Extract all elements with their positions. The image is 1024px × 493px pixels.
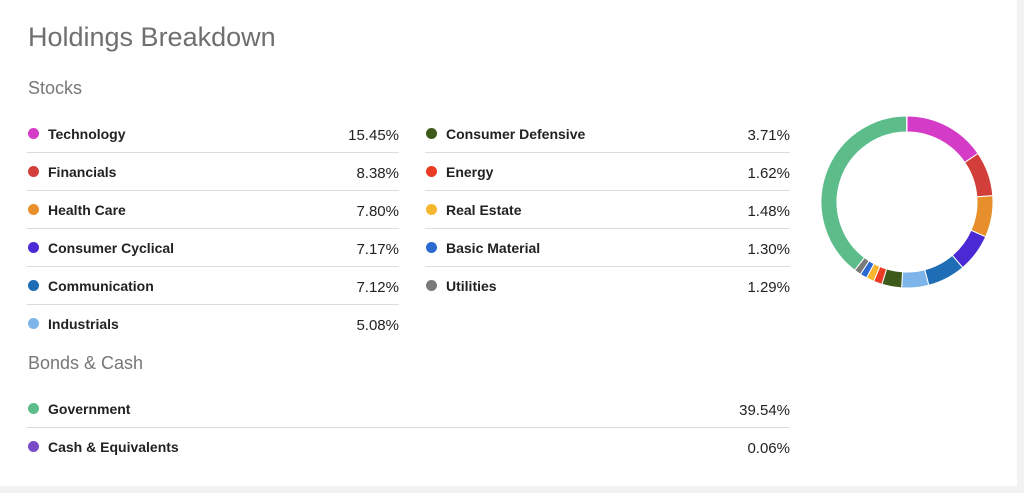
legend-dot-icon [28, 441, 39, 452]
legend-value: 15.45% [348, 126, 399, 144]
legend-value: 0.06% [747, 439, 790, 457]
legend-value: 1.29% [747, 278, 790, 296]
donut-slice-health-care [970, 195, 994, 238]
legend-value: 7.80% [356, 202, 399, 220]
legend-value: 5.08% [356, 316, 399, 334]
legend-dot-icon [28, 204, 39, 215]
bonds-list: Government 39.54% Cash & Equivalents 0.06% [27, 390, 790, 465]
legend-dot-icon [28, 280, 39, 291]
legend-dot-icon [28, 128, 39, 139]
legend-dot-icon [426, 128, 437, 139]
legend-label: Consumer Defensive [446, 125, 586, 142]
legend-label: Industrials [48, 315, 119, 332]
legend-dot-icon [28, 242, 39, 253]
holdings-donut-chart [820, 115, 994, 289]
donut-slice-financials [964, 152, 994, 198]
legend-value: 1.30% [747, 240, 790, 258]
legend-label: Energy [446, 163, 494, 180]
donut-slice-technology [906, 115, 979, 164]
bonds-section-label: Bonds & Cash [28, 353, 144, 373]
stocks-right-list: Consumer Defensive 3.71% Energy 1.62% Real E… [425, 115, 790, 304]
legend-dot-icon [426, 166, 437, 177]
legend-dot-icon [426, 242, 437, 253]
donut-slice-industrials [901, 269, 930, 289]
legend-dot-icon [426, 204, 437, 215]
legend-value: 1.48% [747, 202, 790, 220]
legend-label: Utilities [446, 277, 497, 294]
legend-row: Consumer Cyclical 7.17% [27, 229, 399, 267]
legend-label: Financials [48, 163, 117, 180]
legend-label: Technology [48, 125, 126, 142]
legend-value: 8.38% [356, 164, 399, 182]
legend-row: Industrials 5.08% [27, 305, 399, 342]
legend-label: Real Estate [446, 201, 522, 218]
legend-value: 1.62% [747, 164, 790, 182]
legend-row: Government 39.54% [27, 390, 790, 428]
legend-row: Communication 7.12% [27, 267, 399, 305]
legend-row: Utilities 1.29% [425, 267, 790, 304]
legend-label: Government [48, 400, 131, 417]
legend-row: Consumer Defensive 3.71% [425, 115, 790, 153]
stocks-left-list: Technology 15.45% Financials 8.38% Health Ca… [27, 115, 399, 342]
legend-row: Real Estate 1.48% [425, 191, 790, 229]
legend-row: Health Care 7.80% [27, 191, 399, 229]
legend-dot-icon [426, 280, 437, 291]
stocks-section-label: Stocks [28, 78, 83, 98]
legend-row: Energy 1.62% [425, 153, 790, 191]
legend-value: 7.17% [356, 240, 399, 258]
holdings-card: Holdings Breakdown Stocks Technology 15.4… [0, 0, 1017, 486]
legend-value: 7.12% [356, 278, 399, 296]
legend-row: Basic Material 1.30% [425, 229, 790, 267]
legend-row: Cash & Equivalents 0.06% [27, 428, 790, 465]
legend-row: Technology 15.45% [27, 115, 399, 153]
legend-dot-icon [28, 318, 39, 329]
legend-label: Communication [48, 277, 154, 294]
page-title: Holdings Breakdown [28, 22, 276, 52]
legend-dot-icon [28, 403, 39, 414]
legend-dot-icon [28, 166, 39, 177]
legend-value: 3.71% [747, 126, 790, 144]
legend-label: Cash & Equivalents [48, 438, 179, 455]
donut-slice-government [820, 115, 908, 271]
legend-value: 39.54% [739, 401, 790, 419]
legend-label: Health Care [48, 201, 126, 218]
legend-row: Financials 8.38% [27, 153, 399, 191]
legend-label: Consumer Cyclical [48, 239, 175, 256]
legend-label: Basic Material [446, 239, 541, 256]
